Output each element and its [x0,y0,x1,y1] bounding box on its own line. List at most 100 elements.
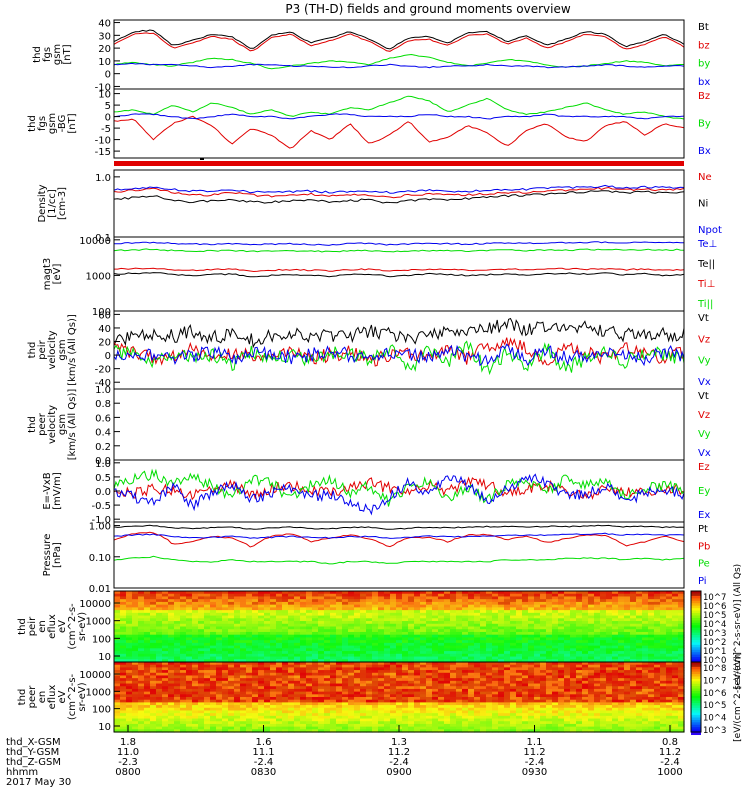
heatmap-cell [120,623,127,628]
heatmap-cell [180,629,187,633]
heatmap-cell [516,648,523,652]
heatmap-cell [486,640,493,644]
heatmap-cell [396,702,403,706]
heatmap-cell [576,637,583,641]
heatmap-cell [246,591,253,595]
heatmap-cell [540,623,547,628]
heatmap-cell [474,707,481,712]
heatmap-cell [156,640,163,644]
heatmap-cell [618,688,625,693]
heatmap-cell [588,723,595,728]
heatmap-cell [426,591,433,595]
heatmap-cell [306,642,313,647]
heatmap-cell [534,612,541,617]
heatmap-cell [474,702,481,706]
heatmap-cell [606,607,613,611]
heatmap-cell [564,694,571,698]
heatmap-cell [570,645,577,649]
heatmap-cell [492,604,499,608]
heatmap-cell [126,599,133,603]
heatmap-cell [534,691,541,695]
heatmap-cell [354,651,361,655]
heatmap-cell [522,645,529,649]
heatmap-cell [288,637,295,641]
heatmap-cell [312,599,319,603]
heatmap-cell [384,726,391,730]
heatmap-cell [312,683,319,687]
heatmap-cell [432,688,439,693]
heatmap-cell [468,675,475,679]
heatmap-cell [114,664,121,668]
heatmap-cell [132,721,139,725]
heatmap-cell [264,607,271,611]
heatmap-cell [438,662,445,666]
heatmap-cell [552,631,559,636]
heatmap-cell [354,670,361,674]
heatmap-cell [666,637,673,641]
heatmap-cell [570,699,577,703]
heatmap-cell [216,634,223,639]
heatmap-cell [240,723,247,728]
heatmap-cell [534,683,541,687]
heatmap-cell [480,694,487,698]
heatmap-cell [402,697,409,701]
heatmap-cell [204,648,211,652]
heatmap-cell [618,694,625,698]
heatmap-cell [666,659,673,663]
heatmap-cell [390,618,397,622]
heatmap-cell [372,604,379,608]
heatmap-cell [360,599,367,603]
heatmap-cell [420,718,427,722]
heatmap-cell [456,634,463,639]
heatmap-cell [264,662,271,666]
heatmap-cell [246,604,253,608]
heatmap-cell [126,621,133,625]
heatmap-cell [222,715,229,720]
heatmap-cell [294,618,301,622]
heatmap-cell [186,607,193,611]
heatmap-cell [306,634,313,639]
heatmap-cell [288,688,295,693]
heatmap-cell [414,653,421,658]
heatmap-cell [480,607,487,611]
heatmap-cell [552,662,559,666]
heatmap-cell [480,612,487,617]
legend-Ne: Ne [698,172,712,183]
heatmap-cell [132,596,139,600]
heatmap-cell [594,618,601,622]
heatmap-cell [336,621,343,625]
heatmap-cell [342,618,349,622]
heatmap-cell [534,680,541,685]
heatmap-cell [618,623,625,628]
heatmap-cell [564,667,571,671]
heatmap-cell [552,607,559,611]
heatmap-cell [414,599,421,603]
heatmap-cell [126,672,133,677]
heatmap-cell [426,683,433,687]
heatmap-cell [270,680,277,685]
heatmap-cell [318,710,325,714]
heatmap-cell [276,631,283,636]
heatmap-cell [606,604,613,608]
heatmap-cell [312,726,319,730]
heatmap-cell [270,591,277,595]
heatmap-cell [558,640,565,644]
heatmap-cell [126,697,133,701]
heatmap-cell [342,675,349,679]
heatmap-cell [564,607,571,611]
heatmap-cell [606,667,613,671]
heatmap-cell [504,664,511,668]
heatmap-cell [606,662,613,666]
heatmap-cell [642,621,649,625]
heatmap-cell [546,691,553,695]
heatmap-cell [474,678,481,682]
heatmap-cell [486,672,493,677]
heatmap-cell [246,718,253,722]
heatmap-cell [468,721,475,725]
heatmap-cell [318,648,325,652]
heatmap-cell [492,721,499,725]
heatmap-cell [276,621,283,625]
heatmap-cell [510,621,517,625]
heatmap-cell [558,678,565,682]
heatmap-cell [600,678,607,682]
